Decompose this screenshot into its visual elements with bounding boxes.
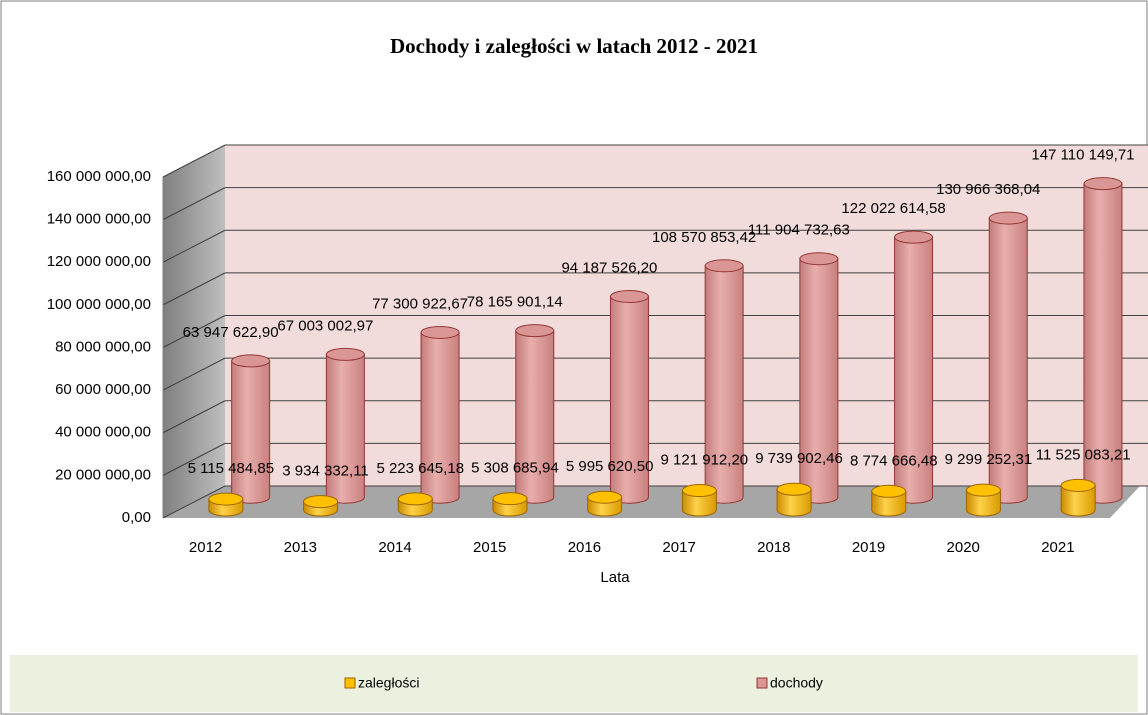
cylinder-top (397, 492, 433, 506)
y-tick-label: 0,00 (122, 509, 151, 526)
value-label: 5 308 685,94 (471, 460, 559, 477)
cylinder (681, 490, 717, 517)
grid-line-side (162, 144, 226, 178)
cylinder-top (208, 492, 244, 506)
grid-line-side (162, 485, 226, 519)
grid-line-side (162, 272, 226, 306)
legend-swatch (756, 677, 768, 689)
cylinder-top (704, 259, 744, 273)
value-label: 130 966 368,04 (936, 181, 1040, 198)
value-label: 78 165 901,14 (467, 294, 563, 311)
value-label: 5 115 484,85 (188, 460, 274, 477)
cylinder-top (681, 484, 717, 498)
value-label: 9 121 912,20 (661, 452, 749, 469)
value-label: 147 110 149,71 (1031, 147, 1134, 164)
x-tick-label: 2014 (378, 539, 411, 556)
value-label: 3 934 332,11 (282, 463, 368, 480)
cylinder (776, 488, 812, 517)
cylinder-top (420, 325, 460, 339)
cylinder-top (231, 354, 271, 368)
cylinder-top (587, 490, 623, 504)
x-tick-label: 2021 (1041, 539, 1074, 556)
grid-line-side (162, 400, 226, 434)
value-label: 9 299 252,31 (945, 451, 1033, 468)
value-label: 94 187 526,20 (561, 259, 657, 276)
x-tick-label: 2017 (662, 539, 695, 556)
cylinder-top (799, 252, 839, 266)
value-label: 8 774 666,48 (850, 452, 938, 469)
cylinder-top (609, 289, 649, 303)
cylinder-top (492, 492, 528, 506)
cylinder-top (1083, 177, 1123, 191)
grid-line-side (162, 357, 226, 391)
cylinder (325, 353, 365, 504)
value-label: 111 904 732,63 (748, 222, 850, 239)
value-label: 5 223 645,18 (376, 460, 464, 477)
y-tick-label: 160 000 000,00 (47, 168, 151, 185)
x-tick-label: 2016 (568, 539, 601, 556)
value-label: 122 022 614,58 (841, 200, 945, 217)
x-tick-label: 2018 (757, 539, 790, 556)
legend-label: zaległości (358, 675, 419, 691)
y-tick-label: 40 000 000,00 (55, 424, 151, 441)
grid-line-side (162, 229, 226, 263)
cylinder (871, 490, 907, 517)
cylinder (231, 360, 271, 504)
cylinder (515, 330, 555, 504)
x-tick-label: 2013 (284, 539, 317, 556)
value-label: 77 300 922,67 (372, 295, 468, 312)
grid-line-side (162, 315, 226, 348)
cylinder-top (776, 482, 812, 496)
x-tick-label: 2012 (189, 539, 222, 556)
legend-swatch (344, 677, 356, 689)
y-tick-label: 60 000 000,00 (55, 381, 151, 398)
cylinder-top (988, 211, 1028, 225)
cylinder (420, 331, 460, 504)
y-tick-label: 20 000 000,00 (55, 466, 151, 483)
chart-title: Dochody i zaległości w latach 2012 - 202… (390, 34, 758, 58)
cylinder-top (871, 484, 907, 498)
cylinder-top (894, 230, 934, 244)
value-label: 11 525 083,21 (1036, 446, 1131, 463)
x-tick-label: 2015 (473, 539, 506, 556)
y-tick-label: 120 000 000,00 (47, 253, 151, 270)
cylinder-top (303, 495, 339, 509)
value-label: 9 739 902,46 (755, 450, 843, 467)
cylinder-top (1060, 478, 1096, 492)
value-label: 63 947 622,90 (183, 324, 279, 341)
y-tick-label: 100 000 000,00 (47, 296, 151, 313)
value-label: 5 995 620,50 (566, 458, 654, 475)
x-tick-label: 2019 (852, 539, 885, 556)
value-label: 67 003 002,97 (277, 317, 373, 334)
x-tick-label: 2020 (947, 539, 980, 556)
legend-box (10, 655, 1138, 712)
grid-line-side (162, 442, 226, 476)
y-tick-label: 80 000 000,00 (55, 338, 151, 355)
cylinder-top (965, 483, 1001, 497)
cylinder (1060, 484, 1096, 517)
cylinder-top (325, 347, 365, 361)
grid-line-side (162, 187, 226, 221)
legend-label: dochody (770, 675, 823, 691)
cylinder (965, 489, 1001, 517)
value-label: 108 570 853,42 (652, 229, 756, 246)
y-tick-label: 140 000 000,00 (47, 211, 151, 228)
x-axis-label: Lata (600, 569, 630, 586)
cylinder-top (515, 324, 555, 338)
